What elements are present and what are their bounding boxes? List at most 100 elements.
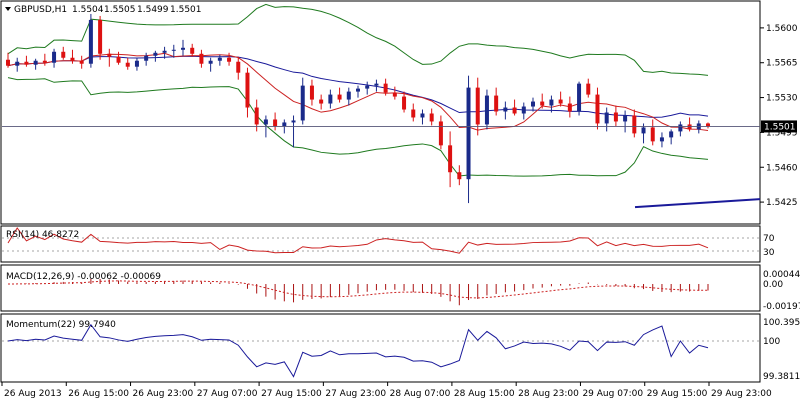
candle-body bbox=[402, 96, 407, 110]
time-tick-label-10: 29 Aug 15:00 bbox=[647, 389, 708, 399]
momentum-panel[interactable]: Momentum(22) 99.7940 100.3956 100 99.381… bbox=[0, 313, 800, 383]
candle-body bbox=[107, 53, 112, 57]
candle-body bbox=[512, 107, 517, 114]
candle-body bbox=[549, 99, 554, 106]
candle-body bbox=[162, 50, 167, 53]
momentum-line bbox=[7, 323, 709, 378]
macd-histogram bbox=[16, 278, 709, 306]
candle-body bbox=[374, 83, 379, 86]
candle-body bbox=[659, 137, 664, 142]
candle-body bbox=[116, 56, 121, 63]
high-value: 1.5505 bbox=[104, 5, 136, 15]
candle-body bbox=[236, 61, 241, 73]
price-panel-frame bbox=[0, 0, 761, 225]
candle-body bbox=[15, 61, 20, 66]
candle-body bbox=[245, 72, 250, 108]
moving-averages bbox=[7, 52, 709, 132]
candle-body bbox=[98, 19, 103, 54]
candle-body bbox=[577, 83, 582, 112]
candle-body bbox=[540, 101, 545, 106]
candle-body bbox=[254, 107, 259, 125]
price-tick-label-1: 1.5565 bbox=[766, 59, 798, 69]
time-tick-label-5: 27 Aug 23:00 bbox=[325, 389, 386, 399]
time-tick-label-2: 26 Aug 23:00 bbox=[133, 389, 194, 399]
candle-body bbox=[153, 52, 158, 56]
time-axis: 26 Aug 2013 26 Aug 15:00 26 Aug 23:00 27 Au… bbox=[1, 382, 772, 399]
candle-body bbox=[61, 51, 66, 58]
chart-header: GBPUSD,H1 1.5504 1.5505 1.5499 1.5501 bbox=[5, 5, 202, 15]
candle-body bbox=[181, 47, 185, 50]
candle-body bbox=[706, 123, 710, 127]
candle-body bbox=[227, 57, 232, 62]
candle-body bbox=[595, 94, 600, 124]
macd-panel[interactable]: MACD(12,26,9) -0.00062 -0.00069 0.00044 … bbox=[0, 264, 800, 312]
candle-body bbox=[273, 119, 278, 127]
candle-body bbox=[669, 131, 674, 138]
momentum-panel-frame bbox=[0, 313, 761, 383]
candle-body bbox=[687, 124, 692, 130]
rsi-panel[interactable]: RSI(14) 46.8272 70 30 bbox=[0, 225, 775, 263]
price-tick-label-2: 1.5530 bbox=[766, 94, 798, 104]
candle-body bbox=[309, 85, 314, 100]
dropdown-triangle-icon[interactable] bbox=[5, 7, 11, 11]
time-tick-label-4: 27 Aug 15:00 bbox=[261, 389, 322, 399]
candle-body bbox=[337, 94, 342, 100]
momentum-label: Momentum(22) 99.7940 bbox=[6, 320, 116, 330]
close-value: 1.5501 bbox=[170, 5, 202, 15]
price-tick-label-3: 1.5495 bbox=[766, 128, 798, 138]
trendline[interactable] bbox=[634, 198, 761, 209]
candle-body bbox=[282, 122, 287, 127]
time-tick-label-0: 26 Aug 2013 bbox=[4, 389, 62, 399]
candle-body bbox=[70, 57, 75, 61]
candle-body bbox=[319, 99, 324, 104]
candle-body bbox=[346, 91, 351, 100]
candle-body bbox=[429, 113, 434, 122]
candle-body bbox=[217, 57, 222, 61]
open-value: 1.5504 bbox=[72, 5, 104, 15]
slow-moving-average bbox=[7, 55, 709, 118]
candle-body bbox=[383, 83, 388, 93]
current-price-box-bg bbox=[761, 120, 797, 133]
candle-body bbox=[475, 87, 480, 125]
candle-body bbox=[33, 60, 38, 65]
candles bbox=[6, 13, 710, 204]
macd-signal-line bbox=[7, 280, 709, 299]
macd-panel-frame bbox=[0, 264, 761, 312]
candle-body bbox=[52, 51, 57, 63]
price-tick-label-5: 1.5425 bbox=[766, 198, 798, 208]
candle-body bbox=[494, 95, 499, 112]
candle-body bbox=[448, 145, 453, 173]
macd-axis-zero: 0.00 bbox=[763, 280, 783, 290]
momentum-axis-top: 100.3956 bbox=[763, 318, 800, 328]
time-tick-label-8: 28 Aug 23:00 bbox=[518, 389, 579, 399]
candle-body bbox=[438, 121, 443, 146]
candle-body bbox=[208, 60, 213, 64]
candle-body bbox=[190, 47, 195, 54]
time-tick-label-6: 28 Aug 07:00 bbox=[390, 389, 451, 399]
macd-axis-top: 0.00044 bbox=[763, 270, 800, 280]
time-tick-label-9: 29 Aug 07:00 bbox=[582, 389, 643, 399]
candle-body bbox=[623, 115, 628, 122]
candle-body bbox=[457, 172, 462, 180]
candle-body bbox=[484, 95, 489, 125]
price-tick-label-4: 1.5460 bbox=[766, 163, 798, 173]
candle-body bbox=[365, 85, 370, 89]
price-panel[interactable]: GBPUSD,H1 1.5504 1.5505 1.5499 1.5501 1.… bbox=[0, 0, 798, 225]
bollinger-upper-band bbox=[7, 3, 709, 76]
current-price-box: 1.5501 bbox=[761, 120, 797, 133]
candle-body bbox=[632, 115, 637, 134]
current-price-text: 1.5501 bbox=[764, 122, 796, 132]
price-tick-label-0: 1.5600 bbox=[766, 24, 798, 34]
momentum-axis-mid: 100 bbox=[763, 337, 780, 347]
candle-body bbox=[567, 103, 572, 112]
rsi-label: RSI(14) 46.8272 bbox=[6, 230, 79, 240]
candle-body bbox=[328, 94, 333, 104]
candle-body bbox=[392, 92, 397, 97]
candle-body bbox=[503, 107, 508, 112]
candle-body bbox=[291, 120, 296, 123]
symbol-label: GBPUSD,H1 bbox=[14, 5, 67, 15]
candle-body bbox=[42, 60, 47, 63]
candle-body bbox=[171, 49, 176, 51]
candle-body bbox=[466, 87, 471, 180]
